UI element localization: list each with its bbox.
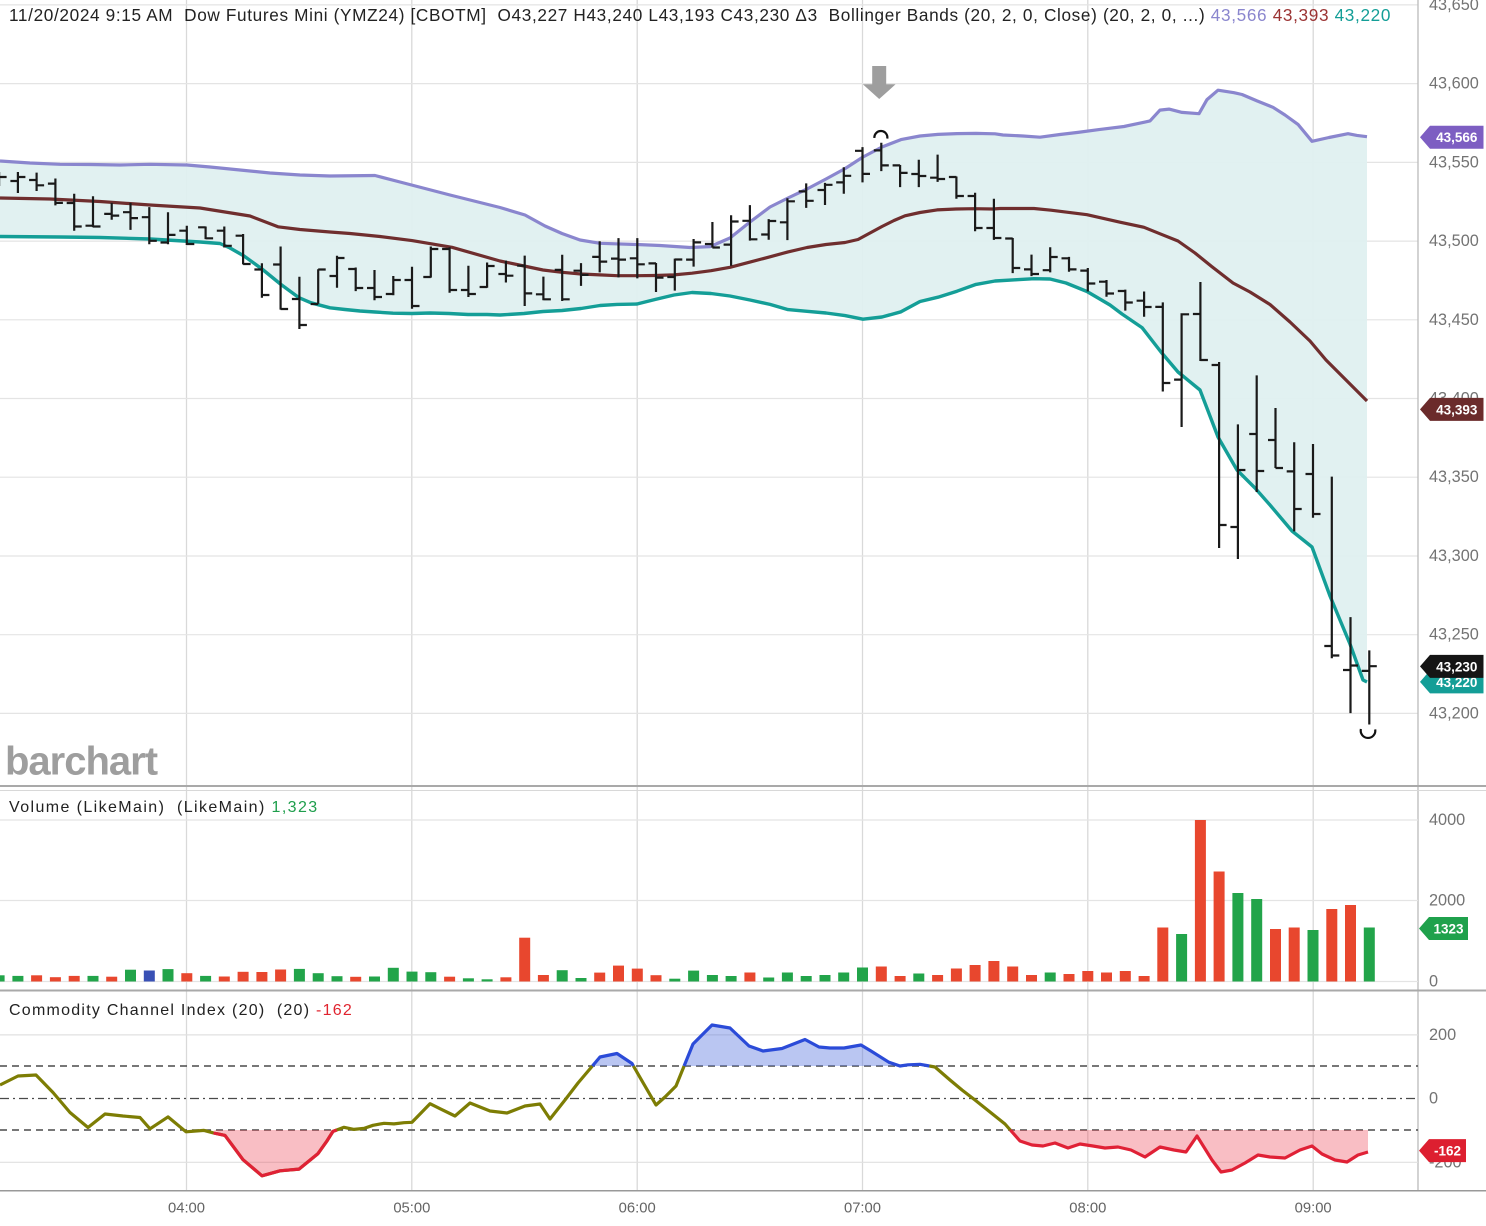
svg-text:05:00: 05:00 (393, 1201, 430, 1217)
svg-text:06:00: 06:00 (619, 1201, 656, 1217)
svg-text:Volume (LikeMain) (LikeMain): Volume (LikeMain) (LikeMain) 1,323 (9, 799, 319, 816)
svg-text:43,350: 43,350 (1429, 468, 1479, 486)
svg-text:43,230: 43,230 (1436, 659, 1477, 674)
svg-text:43,500: 43,500 (1429, 232, 1479, 250)
svg-text:09:00: 09:00 (1295, 1201, 1332, 1217)
svg-text:0: 0 (1429, 1090, 1438, 1108)
svg-text:07:00: 07:00 (844, 1201, 881, 1217)
svg-text:04:00: 04:00 (168, 1201, 205, 1217)
svg-text:08:00: 08:00 (1069, 1201, 1106, 1217)
svg-text:-162: -162 (1434, 1144, 1461, 1159)
svg-text:Commodity Channel Index (20): Commodity Channel Index (20) (20) -162 (9, 1002, 353, 1019)
svg-text:43,393: 43,393 (1436, 402, 1478, 417)
svg-text:200: 200 (1429, 1026, 1456, 1044)
svg-text:43,600: 43,600 (1429, 75, 1479, 93)
svg-text:43,220: 43,220 (1436, 675, 1477, 690)
svg-text:1323: 1323 (1433, 922, 1464, 937)
svg-text:43,250: 43,250 (1429, 626, 1479, 644)
svg-text:43,566: 43,566 (1436, 130, 1478, 145)
svg-text:11/20/2024 9:15 AM Dow Future: 11/20/2024 9:15 AM Dow Futures Mini (YMZ… (9, 5, 1391, 25)
svg-text:0: 0 (1429, 973, 1438, 991)
svg-text:4000: 4000 (1429, 811, 1465, 829)
svg-text:43,650: 43,650 (1429, 0, 1479, 14)
svg-text:43,300: 43,300 (1429, 547, 1479, 565)
svg-text:43,550: 43,550 (1429, 153, 1479, 171)
svg-text:2000: 2000 (1429, 892, 1465, 910)
svg-text:43,200: 43,200 (1429, 704, 1479, 722)
svg-text:barchart: barchart (5, 740, 158, 784)
svg-text:43,450: 43,450 (1429, 311, 1479, 329)
